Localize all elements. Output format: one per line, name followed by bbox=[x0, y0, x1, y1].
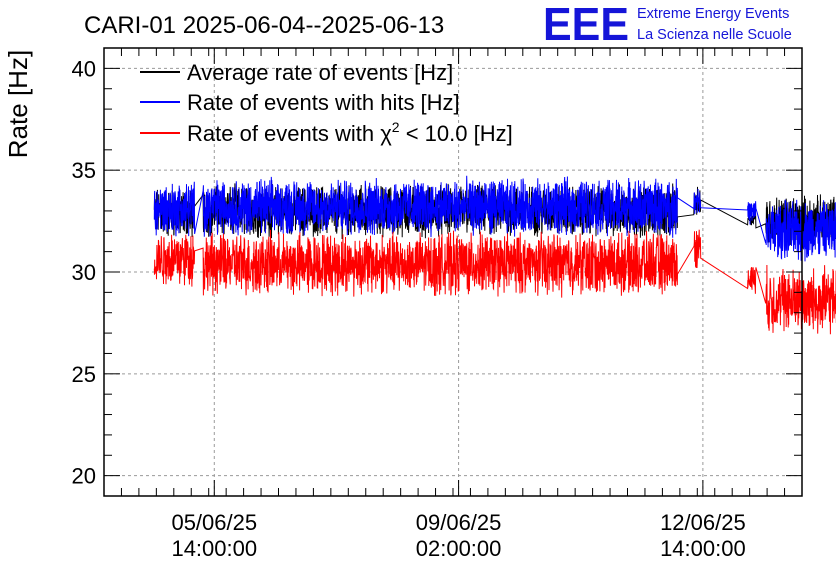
logo-line-1: Extreme Energy Events bbox=[637, 6, 789, 22]
eee-logo-mark: EEE bbox=[543, 0, 629, 50]
grid-lines bbox=[104, 48, 802, 496]
series-layer bbox=[153, 175, 836, 335]
x-tick-date: 12/06/25 bbox=[660, 510, 746, 535]
y-tick-label: 30 bbox=[72, 260, 96, 285]
axes: 202530354005/06/2514:00:0009/06/2502:00:… bbox=[72, 47, 803, 561]
y-tick-label: 35 bbox=[72, 158, 96, 183]
x-tick-date: 09/06/25 bbox=[416, 510, 502, 535]
series-line-1 bbox=[153, 175, 836, 262]
legend-label-average: Average rate of events [Hz] bbox=[187, 60, 453, 85]
legend-label-chi2: Rate of events with χ2 < 10.0 [Hz] bbox=[187, 119, 513, 146]
series-line-2 bbox=[153, 229, 836, 335]
legend: Average rate of events [Hz] Rate of even… bbox=[140, 60, 513, 146]
chart-title: CARI-01 2025-06-04--2025-06-13 bbox=[84, 12, 444, 39]
y-axis-title: Rate [Hz] bbox=[3, 50, 33, 158]
x-tick-date: 05/06/25 bbox=[171, 510, 257, 535]
legend-label-hits: Rate of events with hits [Hz] bbox=[187, 90, 460, 115]
x-tick-time: 14:00:00 bbox=[660, 536, 746, 561]
y-tick-label: 25 bbox=[72, 362, 96, 387]
eee-logo: EEE Extreme Energy Events La Scienza nel… bbox=[543, 0, 792, 50]
x-tick-time: 14:00:00 bbox=[171, 536, 257, 561]
y-tick-label: 20 bbox=[72, 464, 96, 489]
x-tick-time: 02:00:00 bbox=[416, 536, 502, 561]
logo-line-2: La Scienza nelle Scuole bbox=[637, 27, 792, 43]
y-tick-label: 40 bbox=[72, 56, 96, 81]
